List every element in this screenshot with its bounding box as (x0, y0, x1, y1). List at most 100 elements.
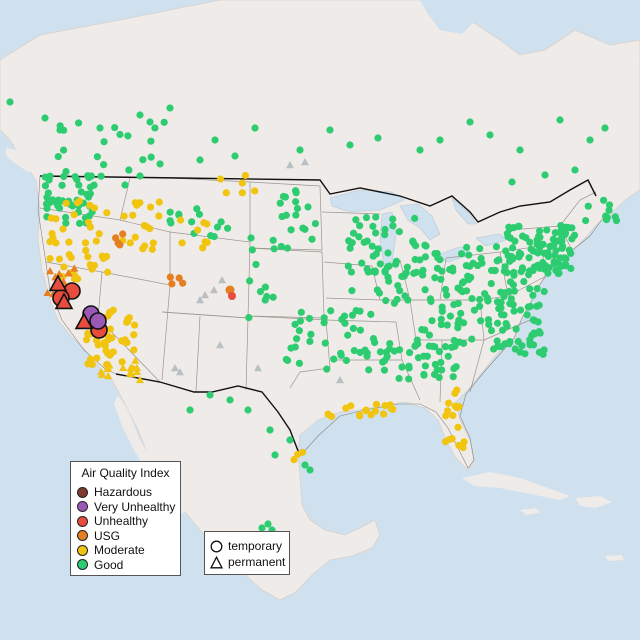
monitor-marker[interactable] (535, 348, 544, 356)
monitor-marker[interactable] (59, 225, 67, 233)
monitor-marker-unhealthy-permanent[interactable] (74, 312, 94, 330)
monitor-marker[interactable] (346, 244, 354, 252)
monitor-marker[interactable] (65, 250, 73, 259)
monitor-marker[interactable] (54, 153, 62, 161)
monitor-marker[interactable] (77, 188, 85, 196)
monitor-marker[interactable] (251, 124, 259, 132)
monitor-marker-no-data[interactable] (176, 368, 184, 376)
monitor-marker[interactable] (45, 199, 53, 207)
monitor-marker[interactable] (349, 324, 358, 333)
monitor-marker[interactable] (86, 223, 94, 231)
monitor-marker[interactable] (261, 296, 269, 304)
monitor-marker[interactable] (523, 311, 531, 319)
monitor-marker[interactable] (510, 307, 518, 315)
monitor-marker[interactable] (441, 343, 450, 351)
monitor-marker[interactable] (556, 116, 564, 124)
monitor-marker[interactable] (386, 401, 394, 409)
monitor-marker[interactable] (554, 269, 562, 278)
monitor-marker[interactable] (226, 396, 234, 404)
monitor-marker[interactable] (102, 252, 111, 261)
monitor-marker[interactable] (287, 344, 295, 352)
monitor-marker[interactable] (481, 290, 489, 298)
monitor-marker[interactable] (258, 524, 266, 532)
monitor-marker[interactable] (52, 215, 60, 223)
monitor-marker[interactable] (136, 111, 144, 119)
monitor-marker[interactable] (201, 238, 209, 246)
monitor-marker[interactable] (369, 222, 377, 230)
monitor-marker[interactable] (518, 342, 526, 350)
monitor-marker[interactable] (520, 277, 528, 286)
monitor-marker[interactable] (311, 219, 320, 228)
monitor-marker[interactable] (537, 240, 545, 248)
monitor-marker[interactable] (487, 326, 496, 335)
monitor-marker[interactable] (551, 251, 559, 259)
monitor-marker[interactable] (126, 239, 134, 247)
monitor-marker[interactable] (103, 268, 112, 276)
monitor-marker[interactable] (497, 298, 505, 306)
monitor-marker[interactable] (65, 238, 73, 246)
monitor-marker[interactable] (344, 331, 352, 339)
monitor-marker[interactable] (86, 183, 95, 191)
monitor-marker[interactable] (217, 218, 225, 226)
monitor-marker[interactable] (477, 317, 485, 325)
monitor-marker[interactable] (356, 307, 364, 315)
monitor-marker[interactable] (139, 245, 147, 253)
monitor-marker[interactable] (206, 391, 214, 399)
monitor-marker[interactable] (112, 234, 120, 242)
monitor-marker[interactable] (486, 131, 494, 139)
monitor-marker[interactable] (139, 156, 147, 164)
monitor-marker[interactable] (393, 295, 401, 304)
monitor-marker[interactable] (147, 153, 155, 161)
monitor-marker[interactable] (457, 309, 465, 317)
monitor-marker[interactable] (367, 310, 375, 318)
monitor-marker[interactable] (420, 370, 428, 379)
monitor-marker[interactable] (501, 263, 509, 271)
monitor-marker[interactable] (416, 146, 424, 154)
monitor-marker[interactable] (125, 314, 133, 322)
monitor-marker-permanent[interactable] (105, 361, 114, 369)
monitor-marker[interactable] (55, 255, 64, 263)
monitor-marker[interactable] (436, 136, 444, 144)
monitor-marker[interactable] (462, 287, 471, 295)
monitor-marker-no-data[interactable] (286, 161, 294, 169)
monitor-marker-permanent[interactable] (55, 269, 64, 278)
monitor-marker[interactable] (536, 227, 544, 235)
monitor-marker[interactable] (124, 132, 132, 140)
monitor-marker-no-data[interactable] (196, 296, 204, 304)
monitor-marker[interactable] (558, 237, 566, 245)
monitor-marker[interactable] (410, 269, 418, 277)
monitor-marker[interactable] (100, 138, 108, 146)
monitor-marker[interactable] (111, 123, 119, 132)
monitor-marker[interactable] (389, 215, 397, 223)
monitor-marker[interactable] (600, 196, 608, 204)
monitor-marker[interactable] (546, 242, 554, 250)
monitor-marker[interactable] (431, 274, 439, 282)
monitor-marker[interactable] (544, 248, 552, 257)
monitor-marker[interactable] (298, 448, 307, 456)
monitor-marker[interactable] (503, 322, 511, 330)
monitor-marker[interactable] (468, 294, 476, 303)
monitor-marker[interactable] (501, 340, 509, 348)
monitor-marker[interactable] (536, 233, 544, 241)
monitor-marker[interactable] (151, 124, 159, 132)
monitor-marker[interactable] (465, 275, 473, 284)
monitor-marker[interactable] (106, 325, 114, 333)
monitor-marker[interactable] (251, 187, 259, 195)
monitor-marker[interactable] (487, 266, 496, 275)
monitor-marker[interactable] (567, 264, 575, 273)
monitor-marker[interactable] (493, 337, 501, 345)
monitor-marker[interactable] (381, 231, 389, 239)
monitor-marker[interactable] (368, 242, 376, 250)
monitor-marker[interactable] (358, 259, 366, 267)
monitor-marker[interactable] (374, 134, 382, 142)
monitor-marker[interactable] (403, 263, 411, 271)
monitor-marker[interactable] (85, 173, 93, 182)
monitor-marker[interactable] (371, 407, 380, 415)
monitor-marker[interactable] (84, 193, 93, 201)
monitor-marker[interactable] (500, 289, 508, 297)
monitor-marker[interactable] (602, 212, 610, 220)
monitor-marker[interactable] (307, 330, 315, 338)
monitor-marker[interactable] (292, 189, 300, 197)
monitor-marker[interactable] (476, 245, 484, 253)
